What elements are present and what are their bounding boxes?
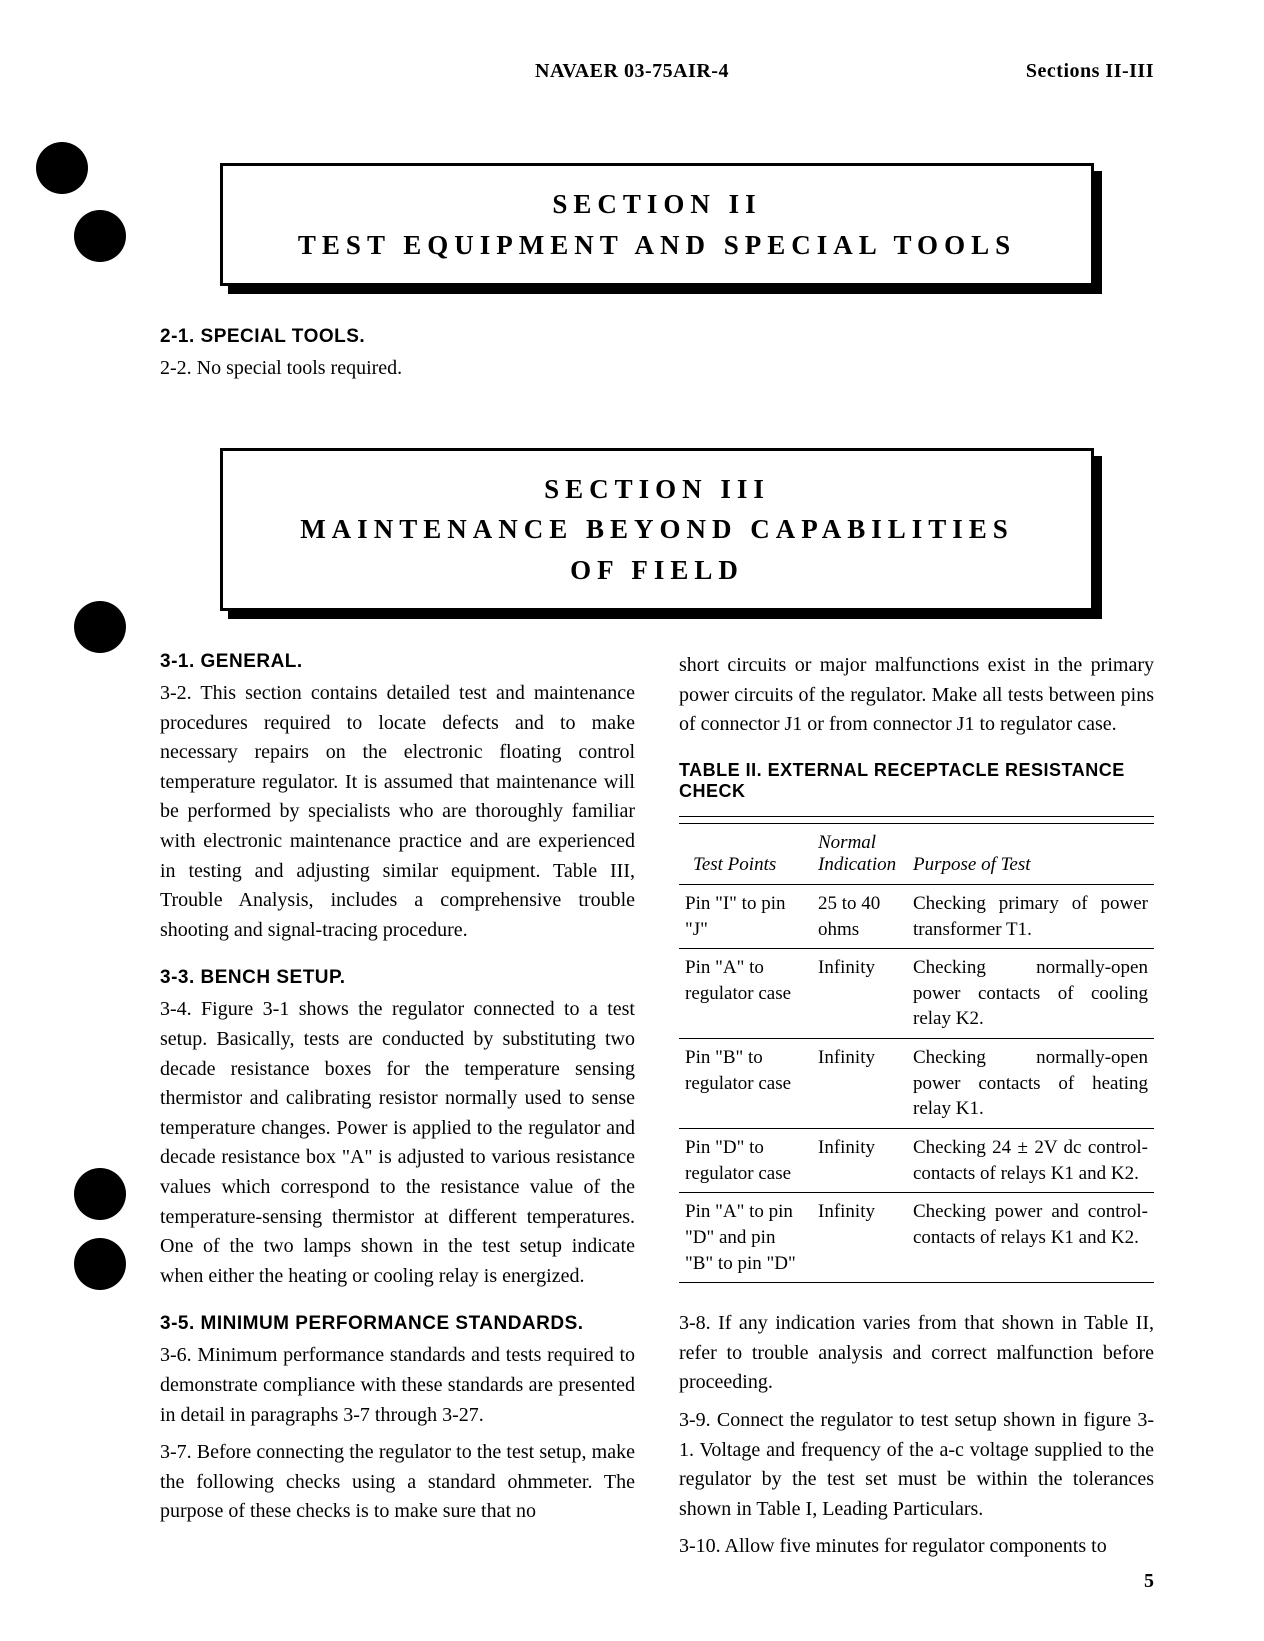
cell-indication: Infinity (812, 1129, 907, 1193)
cell-test-points: Pin "I" to pin "J" (679, 884, 812, 948)
punch-hole (36, 142, 88, 194)
doc-id: NAVAER 03-75AIR-4 (535, 60, 729, 83)
cell-purpose: Checking power and control-contacts of r… (907, 1193, 1154, 1283)
cell-purpose: Checking 24 ± 2V dc control-contacts of … (907, 1129, 1154, 1193)
punch-hole (74, 1168, 126, 1220)
cell-indication: Infinity (812, 1193, 907, 1283)
cell-test-points: Pin "A" to regulator case (679, 949, 812, 1039)
page: NAVAER 03-75AIR-4 Sections II-III SECTIO… (0, 0, 1264, 1641)
cell-indication: Infinity (812, 949, 907, 1039)
table-row: Pin "D" to regulator caseInfinityCheckin… (679, 1129, 1154, 1193)
banner-line: TEST EQUIPMENT AND SPECIAL TOOLS (253, 225, 1061, 266)
banner-line: OF FIELD (253, 550, 1061, 591)
heading-3-5: 3-5. MINIMUM PERFORMANCE STANDARDS. (160, 1313, 635, 1335)
para-3-9: 3-9. Connect the regulator to test setup… (679, 1406, 1154, 1524)
section-3-banner: SECTION III MAINTENANCE BEYOND CAPABILIT… (220, 448, 1094, 612)
cell-test-points: Pin "A" to pin "D" and pin "B" to pin "D… (679, 1193, 812, 1283)
table-row: Pin "I" to pin "J"25 to 40 ohmsChecking … (679, 884, 1154, 948)
two-column-body: 3-1. GENERAL. 3-2. This section contains… (160, 651, 1154, 1570)
para-3-7: 3-7. Before connecting the regulator to … (160, 1438, 635, 1527)
cell-purpose: Checking primary of power transformer T1… (907, 884, 1154, 948)
heading-3-3: 3-3. BENCH SETUP. (160, 967, 635, 989)
punch-hole (74, 1238, 126, 1290)
heading-3-1: 3-1. GENERAL. (160, 651, 635, 673)
page-header: NAVAER 03-75AIR-4 Sections II-III (160, 60, 1154, 83)
para-3-8: 3-8. If any indication varies from that … (679, 1309, 1154, 1398)
table-resistance-check: Test Points Normal Indication Purpose of… (679, 823, 1154, 1283)
section-label: Sections II-III (1026, 60, 1154, 83)
para-3-10: 3-10. Allow five minutes for regulator c… (679, 1532, 1154, 1562)
cell-test-points: Pin "B" to regulator case (679, 1039, 812, 1129)
cell-indication: 25 to 40 ohms (812, 884, 907, 948)
cell-test-points: Pin "D" to regulator case (679, 1129, 812, 1193)
right-column: short circuits or major malfunctions exi… (679, 651, 1154, 1570)
col-header-test-points: Test Points (679, 823, 812, 884)
table-top-rule (679, 816, 1154, 817)
para-3-6: 3-6. Minimum performance standards and t… (160, 1341, 635, 1430)
left-column: 3-1. GENERAL. 3-2. This section contains… (160, 651, 635, 1570)
col-header-purpose: Purpose of Test (907, 823, 1154, 884)
banner-line: SECTION II (253, 184, 1061, 225)
para-2-2: 2-2. No special tools required. (160, 354, 1154, 384)
banner-line: MAINTENANCE BEYOND CAPABILITIES (253, 509, 1061, 550)
para-3-2: 3-2. This section contains detailed test… (160, 679, 635, 945)
cell-purpose: Checking normally-open power contacts of… (907, 1039, 1154, 1129)
section-2-banner: SECTION II TEST EQUIPMENT AND SPECIAL TO… (220, 163, 1094, 286)
cell-indication: Infinity (812, 1039, 907, 1129)
table-row: Pin "A" to regulator caseInfinityCheckin… (679, 949, 1154, 1039)
cell-purpose: Checking normally-open power contacts of… (907, 949, 1154, 1039)
page-number: 5 (1144, 1570, 1154, 1593)
punch-hole (74, 210, 126, 262)
para-3-7-cont: short circuits or major malfunctions exi… (679, 651, 1154, 740)
table-row: Pin "B" to regulator caseInfinityCheckin… (679, 1039, 1154, 1129)
punch-hole (74, 601, 126, 653)
banner-line: SECTION III (253, 469, 1061, 510)
para-3-4: 3-4. Figure 3-1 shows the regulator conn… (160, 995, 635, 1291)
heading-2-1: 2-1. SPECIAL TOOLS. (160, 326, 1154, 348)
table-row: Pin "A" to pin "D" and pin "B" to pin "D… (679, 1193, 1154, 1283)
col-header-normal-indication: Normal Indication (812, 823, 907, 884)
table-2-title: TABLE II. EXTERNAL RECEPTACLE RESISTANCE… (679, 760, 1154, 802)
